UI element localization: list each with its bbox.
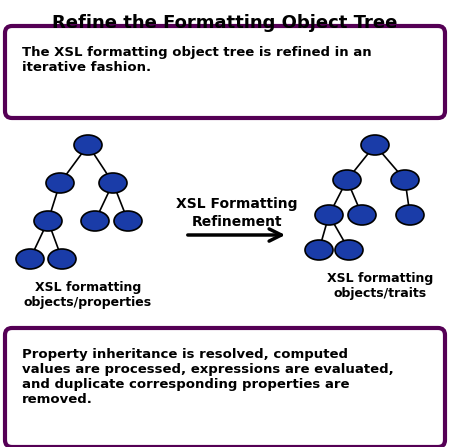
- FancyBboxPatch shape: [5, 26, 445, 118]
- Ellipse shape: [305, 240, 333, 260]
- Ellipse shape: [99, 173, 127, 193]
- Ellipse shape: [391, 170, 419, 190]
- Ellipse shape: [34, 211, 62, 231]
- FancyBboxPatch shape: [5, 328, 445, 447]
- Text: XSL formatting
objects/properties: XSL formatting objects/properties: [24, 281, 152, 309]
- Text: Refinement: Refinement: [192, 215, 282, 229]
- Text: XSL formatting
objects/traits: XSL formatting objects/traits: [327, 272, 433, 300]
- Ellipse shape: [74, 135, 102, 155]
- Ellipse shape: [348, 205, 376, 225]
- Ellipse shape: [48, 249, 76, 269]
- Ellipse shape: [315, 205, 343, 225]
- Ellipse shape: [361, 135, 389, 155]
- Ellipse shape: [16, 249, 44, 269]
- Text: Property inheritance is resolved, computed
values are processed, expressions are: Property inheritance is resolved, comput…: [22, 348, 394, 406]
- Ellipse shape: [114, 211, 142, 231]
- Ellipse shape: [81, 211, 109, 231]
- Text: Refine the Formatting Object Tree: Refine the Formatting Object Tree: [52, 14, 398, 32]
- Ellipse shape: [396, 205, 424, 225]
- Ellipse shape: [46, 173, 74, 193]
- Ellipse shape: [335, 240, 363, 260]
- Text: The XSL formatting object tree is refined in an
iterative fashion.: The XSL formatting object tree is refine…: [22, 46, 372, 74]
- Ellipse shape: [333, 170, 361, 190]
- Text: XSL Formatting: XSL Formatting: [176, 197, 298, 211]
